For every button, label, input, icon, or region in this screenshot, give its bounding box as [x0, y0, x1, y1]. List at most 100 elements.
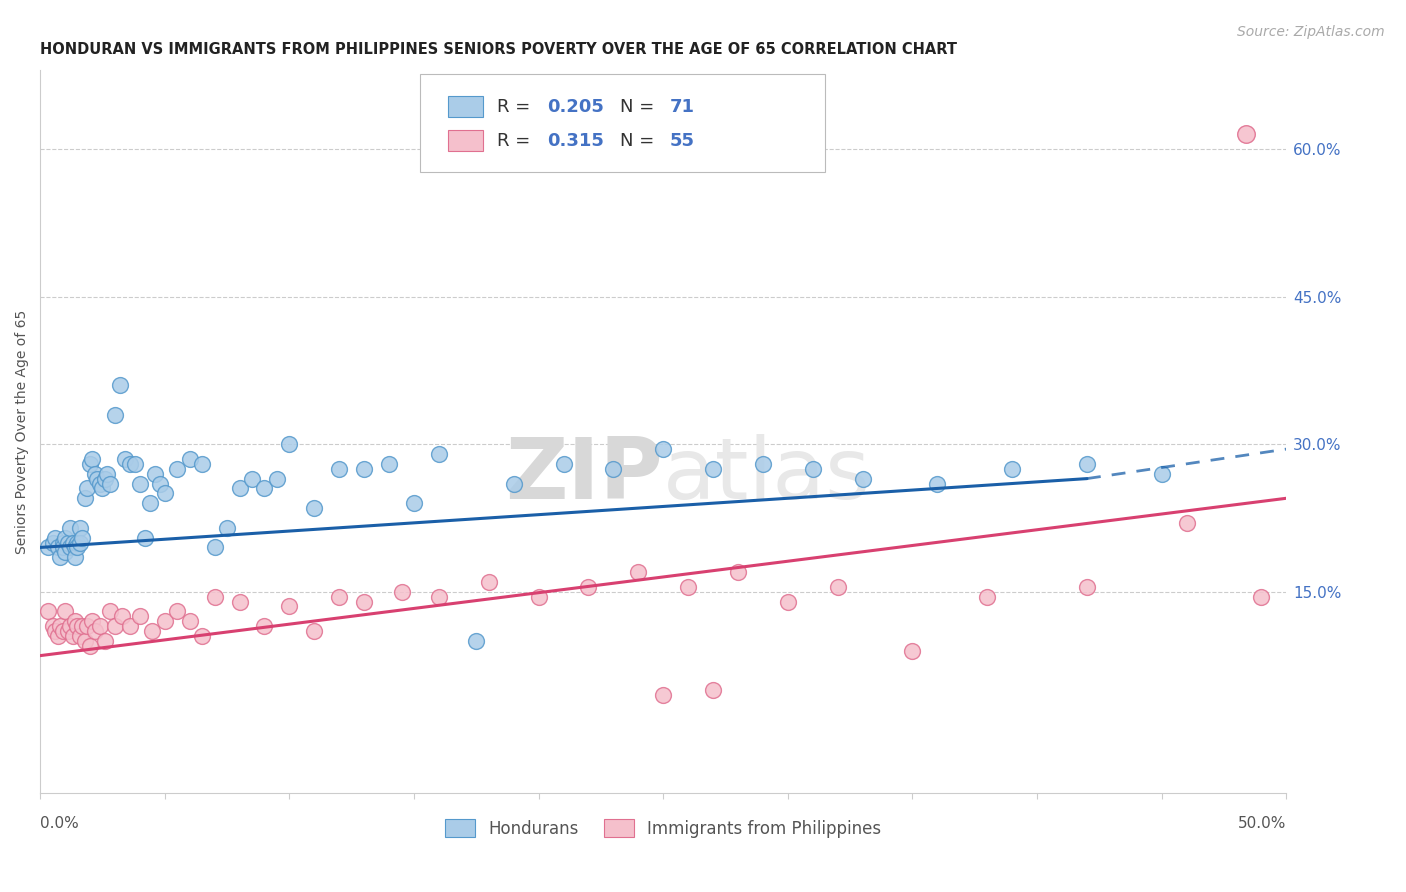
- Text: N =: N =: [620, 97, 659, 116]
- Point: [1236, 128, 1258, 142]
- Point: [94, 472, 117, 486]
- Point: [37, 541, 59, 555]
- Point: [166, 462, 188, 476]
- Text: R =: R =: [498, 97, 537, 116]
- Point: [76, 482, 98, 496]
- Point: [266, 472, 288, 486]
- Point: [44, 624, 66, 638]
- Point: [51, 535, 73, 549]
- Point: [63, 541, 86, 555]
- Point: [1250, 590, 1272, 604]
- Point: [91, 482, 114, 496]
- Point: [51, 541, 73, 555]
- Point: [94, 633, 117, 648]
- Point: [179, 614, 201, 628]
- Point: [752, 457, 775, 471]
- Point: [73, 633, 96, 648]
- Point: [89, 476, 111, 491]
- FancyBboxPatch shape: [420, 74, 825, 171]
- Point: [73, 491, 96, 506]
- Point: [215, 521, 238, 535]
- Point: [143, 467, 166, 481]
- Point: [141, 624, 163, 638]
- Point: [79, 639, 101, 653]
- Point: [79, 457, 101, 471]
- Point: [1076, 457, 1098, 471]
- Point: [62, 629, 84, 643]
- Point: [204, 590, 226, 604]
- Point: [179, 451, 201, 466]
- Point: [478, 574, 501, 589]
- Point: [727, 565, 749, 579]
- Point: [108, 378, 131, 392]
- Point: [153, 486, 176, 500]
- Point: [62, 535, 84, 549]
- Point: [86, 472, 108, 486]
- Point: [53, 545, 76, 559]
- Point: [391, 584, 413, 599]
- Point: [652, 688, 675, 702]
- Point: [191, 629, 214, 643]
- Point: [104, 408, 127, 422]
- Point: [51, 624, 73, 638]
- Point: [427, 590, 450, 604]
- Point: [901, 644, 924, 658]
- Point: [328, 590, 350, 604]
- Point: [89, 619, 111, 633]
- Point: [353, 462, 375, 476]
- Point: [118, 619, 141, 633]
- Point: [253, 482, 276, 496]
- Point: [304, 624, 326, 638]
- Point: [98, 476, 121, 491]
- Text: N =: N =: [620, 131, 659, 150]
- Point: [228, 594, 250, 608]
- Point: [72, 619, 94, 633]
- Point: [59, 521, 82, 535]
- FancyBboxPatch shape: [447, 95, 482, 118]
- Point: [46, 629, 69, 643]
- Point: [63, 550, 86, 565]
- Point: [49, 619, 72, 633]
- Point: [56, 535, 79, 549]
- Point: [278, 599, 301, 614]
- Point: [66, 541, 89, 555]
- Point: [278, 437, 301, 451]
- Point: [378, 457, 401, 471]
- Text: 0.315: 0.315: [547, 131, 605, 150]
- Point: [53, 531, 76, 545]
- Point: [1175, 516, 1198, 530]
- Point: [53, 604, 76, 618]
- Point: [465, 633, 488, 648]
- Point: [228, 482, 250, 496]
- Point: [69, 521, 91, 535]
- Point: [66, 619, 89, 633]
- Point: [114, 451, 136, 466]
- Point: [502, 476, 524, 491]
- Point: [627, 565, 650, 579]
- Point: [76, 619, 98, 633]
- Point: [149, 476, 172, 491]
- Point: [927, 476, 949, 491]
- Point: [578, 580, 600, 594]
- Point: [98, 604, 121, 618]
- Point: [191, 457, 214, 471]
- Point: [96, 467, 118, 481]
- Point: [204, 541, 226, 555]
- Point: [976, 590, 998, 604]
- Text: Source: ZipAtlas.com: Source: ZipAtlas.com: [1237, 25, 1385, 39]
- Text: 55: 55: [669, 131, 695, 150]
- Point: [72, 531, 94, 545]
- Point: [128, 476, 150, 491]
- Point: [82, 614, 104, 628]
- Point: [41, 619, 63, 633]
- Text: 0.205: 0.205: [547, 97, 605, 116]
- Text: ZIP: ZIP: [506, 434, 664, 516]
- Point: [124, 457, 146, 471]
- Text: 50.0%: 50.0%: [1237, 815, 1286, 830]
- Point: [59, 541, 82, 555]
- Point: [827, 580, 849, 594]
- Point: [776, 594, 799, 608]
- Point: [328, 462, 350, 476]
- Point: [676, 580, 699, 594]
- Point: [253, 619, 276, 633]
